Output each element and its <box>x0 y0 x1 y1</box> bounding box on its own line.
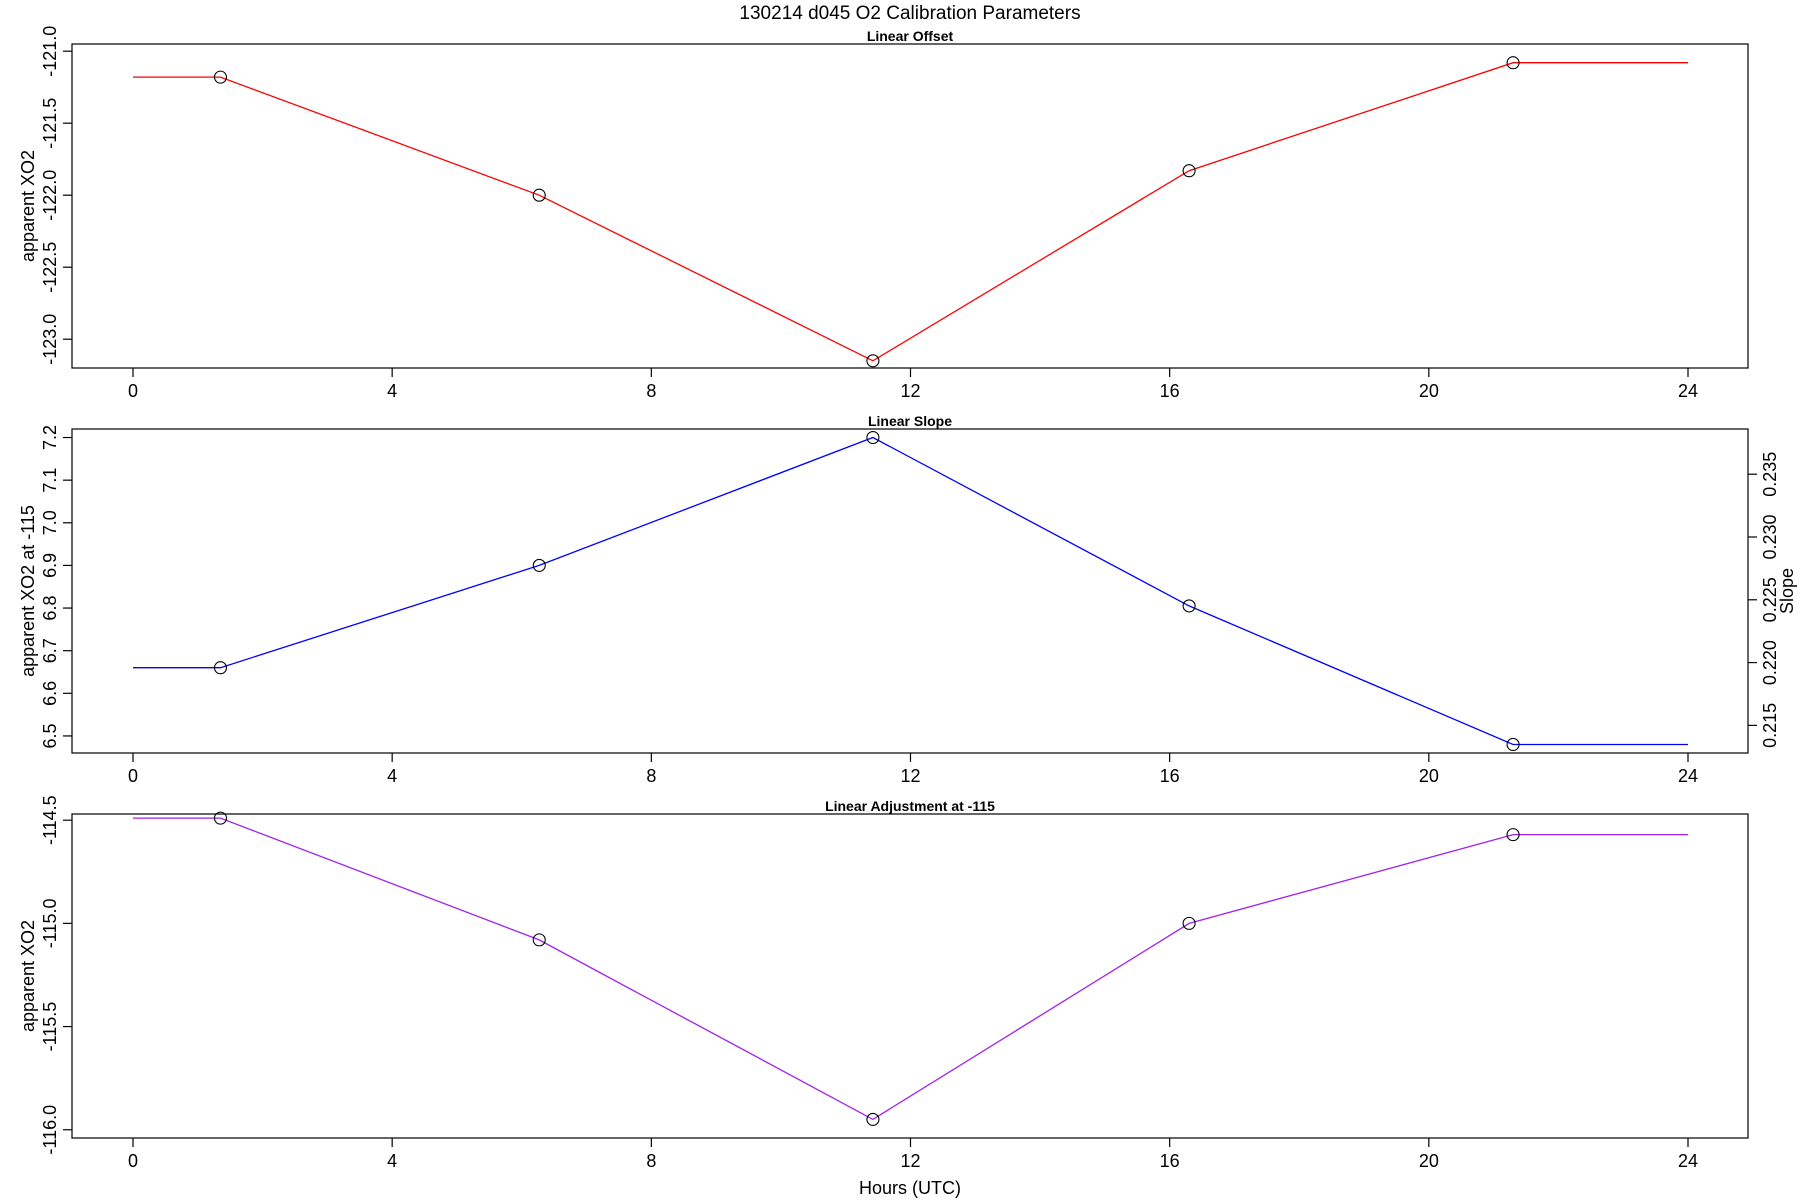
panel-title: Linear Slope <box>868 413 952 429</box>
y-tick-label: 6.5 <box>40 723 60 748</box>
data-point <box>866 430 880 445</box>
y-tick-label: -115.0 <box>40 899 60 949</box>
panels: Linear Offset 0 4 8 12 16 20 24 -123.0 -122.5 -122… <box>18 26 1797 1171</box>
series-line <box>133 62 1688 362</box>
y-axis-label: apparent XO2 <box>18 150 38 262</box>
panel-2: Linear Slope 0 4 8 12 16 20 24 6.5 6.6 6.7 6.8 6.9 7.… <box>18 413 1797 786</box>
data-point <box>1506 56 1520 70</box>
y-tick-label: -115.5 <box>40 1002 60 1052</box>
y-tick-label: 6.8 <box>40 596 60 621</box>
data-point <box>1182 164 1196 178</box>
data-point <box>213 661 228 675</box>
data-point <box>213 811 228 825</box>
x-tick-label: 8 <box>646 766 656 786</box>
panel-title: Linear Offset <box>867 28 954 44</box>
y-tick-label: -122.0 <box>40 170 60 221</box>
x-tick-label: 0 <box>128 1151 138 1171</box>
data-point <box>1182 599 1196 613</box>
y-tick-label: 7.2 <box>40 425 60 450</box>
y2-axis-label: Slope <box>1777 568 1797 614</box>
y-tick-label: -116.0 <box>40 1105 60 1155</box>
plot-frame <box>71 813 1749 1139</box>
data-point <box>1506 828 1520 842</box>
y2-tick-label: 0.225 <box>1760 577 1780 622</box>
y-tick-label: -114.5 <box>40 795 60 845</box>
x-tick-label: 8 <box>646 1151 656 1171</box>
y-axis-label: apparent XO2 <box>18 920 38 1032</box>
y2-tick-label: 0.235 <box>1760 452 1780 497</box>
plot-frame <box>71 43 1749 369</box>
x-tick-label: 4 <box>387 766 397 786</box>
x-tick-label: 16 <box>1160 381 1180 401</box>
data-point <box>866 354 880 368</box>
x-tick-label: 12 <box>900 1151 920 1171</box>
x-tick-label: 20 <box>1419 1151 1439 1171</box>
data-point <box>213 70 228 84</box>
y-tick-label: 6.9 <box>40 553 60 578</box>
x-tick-label: 0 <box>128 381 138 401</box>
data-point <box>532 558 546 572</box>
y2-tick-label: 0.230 <box>1760 514 1780 559</box>
x-tick-label: 12 <box>900 766 920 786</box>
panel-1: Linear Offset 0 4 8 12 16 20 24 -123.0 -122.5 -122… <box>18 26 1749 401</box>
y-tick-label: 6.7 <box>40 638 60 663</box>
y-tick-label: -121.5 <box>40 98 60 149</box>
x-tick-label: 24 <box>1678 1151 1698 1171</box>
x-tick-label: 16 <box>1160 766 1180 786</box>
x-tick-label: 12 <box>900 381 920 401</box>
x-axis-label: Hours (UTC) <box>859 1178 961 1198</box>
series-line <box>133 436 1688 746</box>
data-point <box>1506 737 1520 752</box>
x-tick-label: 4 <box>387 381 397 401</box>
panel-3: Linear Adjustment at -115 0 4 8 12 16 20 24 -116… <box>18 795 1749 1171</box>
y-tick-label: -121.0 <box>40 26 60 77</box>
data-point <box>532 188 546 202</box>
y-tick-label: -123.0 <box>40 314 60 365</box>
y2-tick-label: 0.215 <box>1760 703 1780 748</box>
y-tick-label: 6.6 <box>40 681 60 706</box>
x-tick-label: 8 <box>646 381 656 401</box>
x-tick-label: 20 <box>1419 766 1439 786</box>
x-tick-label: 16 <box>1160 1151 1180 1171</box>
y-tick-label: 7.1 <box>40 468 60 493</box>
y-tick-label: -122.5 <box>40 242 60 293</box>
series-line <box>133 817 1688 1121</box>
x-tick-label: 20 <box>1419 381 1439 401</box>
y2-tick-label: 0.220 <box>1760 640 1780 685</box>
x-tick-label: 24 <box>1678 381 1698 401</box>
y-tick-label: 7.0 <box>40 510 60 535</box>
panel-title: Linear Adjustment at -115 <box>825 798 995 814</box>
data-point <box>1182 916 1196 930</box>
data-point <box>866 1112 880 1126</box>
x-tick-label: 24 <box>1678 766 1698 786</box>
figure-title: 130214 d045 O2 Calibration Parameters <box>739 3 1080 24</box>
x-tick-label: 4 <box>387 1151 397 1171</box>
plot-frame <box>71 428 1749 754</box>
y-axis-label: apparent XO2 at -115 <box>18 505 38 677</box>
data-point <box>532 933 546 947</box>
x-tick-label: 0 <box>128 766 138 786</box>
